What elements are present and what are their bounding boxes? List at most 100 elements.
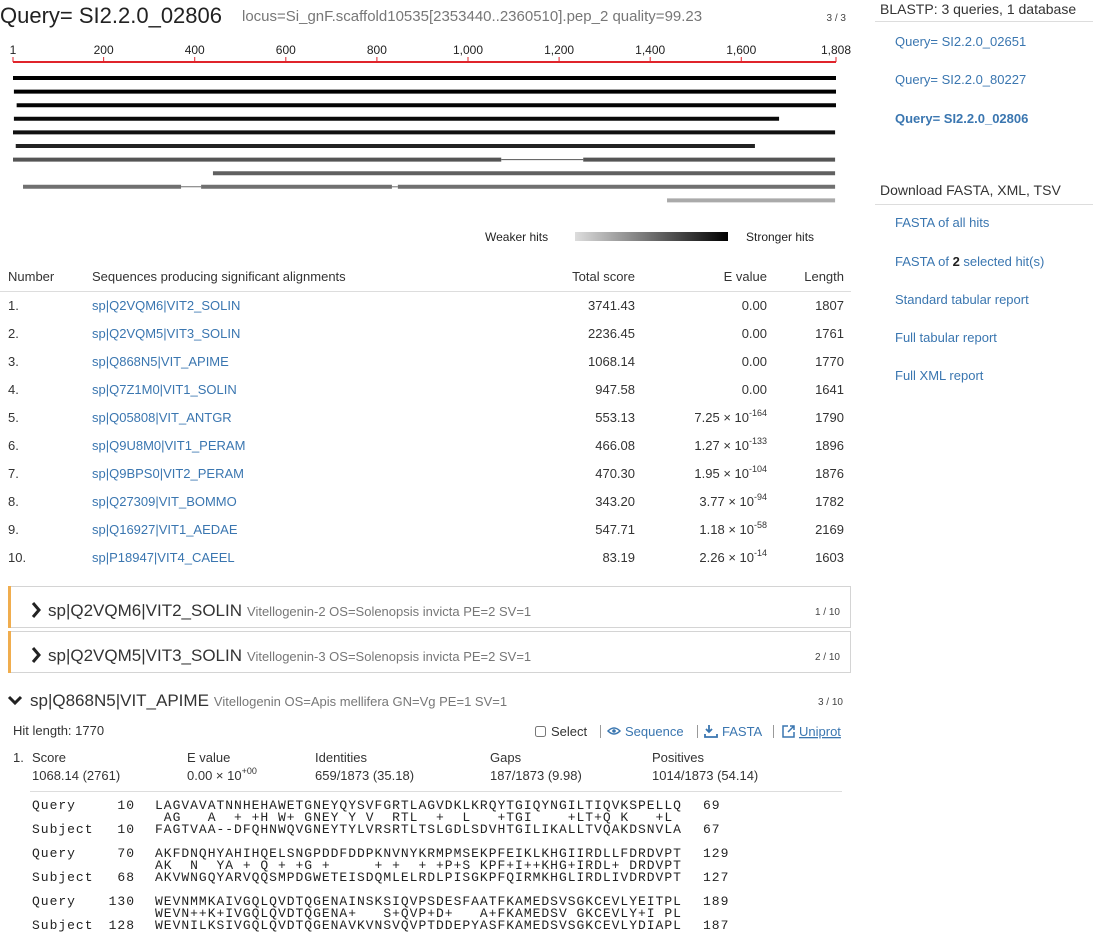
row-number: 6. [8,438,19,453]
checkbox[interactable] [535,726,546,737]
row-number: 4. [8,382,19,397]
row-length: 1641 [815,382,844,397]
hsp-label: Score [32,750,66,765]
hsp-label: Gaps [490,750,522,765]
row-score: 83.19 [602,550,635,565]
download-title: Download FASTA, XML, TSV [880,182,1061,198]
query-end: 189 [703,894,729,909]
row-evalue: 0.00 [742,298,767,313]
row-hit-link[interactable]: sp|Q2VQM6|VIT2_SOLIN [92,298,240,313]
row-hit-link[interactable]: sp|P18947|VIT4_CAEEL [92,550,235,565]
row-evalue: 1.27 × 10-133 [694,436,767,453]
hit-panel[interactable] [8,586,851,628]
selected-before[interactable]: FASTA of [895,254,953,269]
legend-stronger: Stronger hits [746,230,814,244]
x-tick-label: 400 [185,43,205,57]
hsp-number: 1. [13,750,24,765]
query-link[interactable]: Query= SI2.2.0_02651 [895,34,1026,49]
row-hit-link[interactable]: sp|Q05808|VIT_ANTGR [92,410,232,425]
chevron-right[interactable] [31,602,41,618]
row-evalue: 0.00 [742,326,767,341]
download-link[interactable]: FASTA of all hits [895,215,990,230]
hsp-identities: 659/1873 (35.18) [315,768,414,783]
selected-count[interactable]: 2 [953,254,960,269]
row-score: 466.08 [595,438,635,453]
subject-start: 128 [109,918,135,933]
hit-title[interactable]: sp|Q2VQM5|VIT3_SOLIN Vitellogenin-3 OS=So… [48,646,531,665]
row-score: 1068.14 [588,354,635,369]
chevron-down[interactable] [7,695,23,706]
query-title: Query= SI2.2.0_02806 [0,3,222,28]
evalue-mantissa: 2.26 × 10 [699,550,754,565]
hit-title[interactable]: sp|Q868N5|VIT_APIME Vitellogenin OS=Apis … [30,691,507,710]
row-hit-link[interactable]: sp|Q9BPS0|VIT2_PERAM [92,466,244,481]
row-score: 470.30 [595,466,635,481]
row-hit-link[interactable]: sp|Q9U8M0|VIT1_PERAM [92,438,245,453]
evalue-exponent: -94 [754,492,767,502]
action[interactable]: Sequence [625,724,684,739]
evalue-mantissa: 0.00 × 10 [187,768,242,783]
row-number: 5. [8,410,19,425]
selected-after[interactable]: selected hit(s) [960,254,1045,269]
query-meta: locus=Si_gnF.scaffold10535[2353440..2360… [242,8,702,25]
subject-start: 10 [117,822,135,837]
subject-label: Subject [32,870,93,885]
query-start: 70 [117,846,135,861]
row-length: 1770 [815,354,844,369]
midline: AK N YA + Q + +G + + + + +P+S KPF+I++KHG… [155,858,682,873]
hsp-label: Positives [652,750,705,765]
evalue-mantissa: 0.00 [742,354,767,369]
row-hit-link[interactable]: sp|Q868N5|VIT_APIME [92,354,229,369]
subject-seq: WEVNILKSIVGQLQVDTQGENAVKVNSVQVPTDDEPYASF… [155,918,682,933]
panel-accent [8,586,11,628]
query-end: 129 [703,846,729,861]
row-score: 553.13 [595,410,635,425]
hit-title[interactable]: sp|Q2VQM6|VIT2_SOLIN Vitellogenin-2 OS=So… [48,601,531,620]
download-link[interactable]: Standard tabular report [895,292,1029,307]
download-link[interactable]: Full tabular report [895,330,997,345]
row-length: 1761 [815,326,844,341]
table-header: Length [804,269,844,284]
chevron-right[interactable] [31,647,41,663]
row-length: 1896 [815,438,844,453]
x-tick-label: 1,200 [544,43,574,57]
row-hit-link[interactable]: sp|Q7Z1M0|VIT1_SOLIN [92,382,237,397]
download-link[interactable]: Full XML report [895,368,984,383]
row-score: 947.58 [595,382,635,397]
action[interactable]: FASTA [722,724,763,739]
table-header: E value [724,269,767,284]
eye-pupil [612,729,616,733]
external-link-icon [782,725,795,738]
hit-description[interactable]: Vitellogenin-3 OS=Solenopsis invicta PE=… [247,649,531,664]
evalue-mantissa: 0.00 [742,298,767,313]
row-length: 1876 [815,466,844,481]
query-label: Query [32,894,76,909]
action[interactable]: Select [551,724,588,739]
row-length: 1790 [815,410,844,425]
hit-panel[interactable] [8,631,851,673]
x-tick-label: 200 [94,43,114,57]
row-number: 2. [8,326,19,341]
hsp-label: E value [187,750,230,765]
query-link[interactable]: Query= SI2.2.0_02806 [895,111,1028,126]
hsp-label: Identities [315,750,368,765]
hit-id[interactable]: sp|Q2VQM6|VIT2_SOLIN [48,601,242,620]
row-hit-link[interactable]: sp|Q27309|VIT_BOMMO [92,494,237,509]
hit-position: 3 / 10 [818,697,843,708]
subject-label: Subject [32,918,93,933]
row-number: 9. [8,522,19,537]
row-number: 1. [8,298,19,313]
query-link[interactable]: Query= SI2.2.0_80227 [895,72,1026,87]
row-hit-link[interactable]: sp|Q16927|VIT1_AEDAE [92,522,238,537]
download-link[interactable]: FASTA of 2 selected hit(s) [895,254,1044,269]
action[interactable]: Uniprot [799,724,841,739]
hit-description[interactable]: Vitellogenin-2 OS=Solenopsis invicta PE=… [247,604,531,619]
row-hit-link[interactable]: sp|Q2VQM5|VIT3_SOLIN [92,326,240,341]
row-score: 547.71 [595,522,635,537]
query-label: Query [32,846,76,861]
hit-id[interactable]: sp|Q2VQM5|VIT3_SOLIN [48,646,242,665]
x-tick-label: 800 [367,43,387,57]
hit-description[interactable]: Vitellogenin OS=Apis mellifera GN=Vg PE=… [214,694,507,709]
hit-id[interactable]: sp|Q868N5|VIT_APIME [30,691,209,710]
row-number: 8. [8,494,19,509]
